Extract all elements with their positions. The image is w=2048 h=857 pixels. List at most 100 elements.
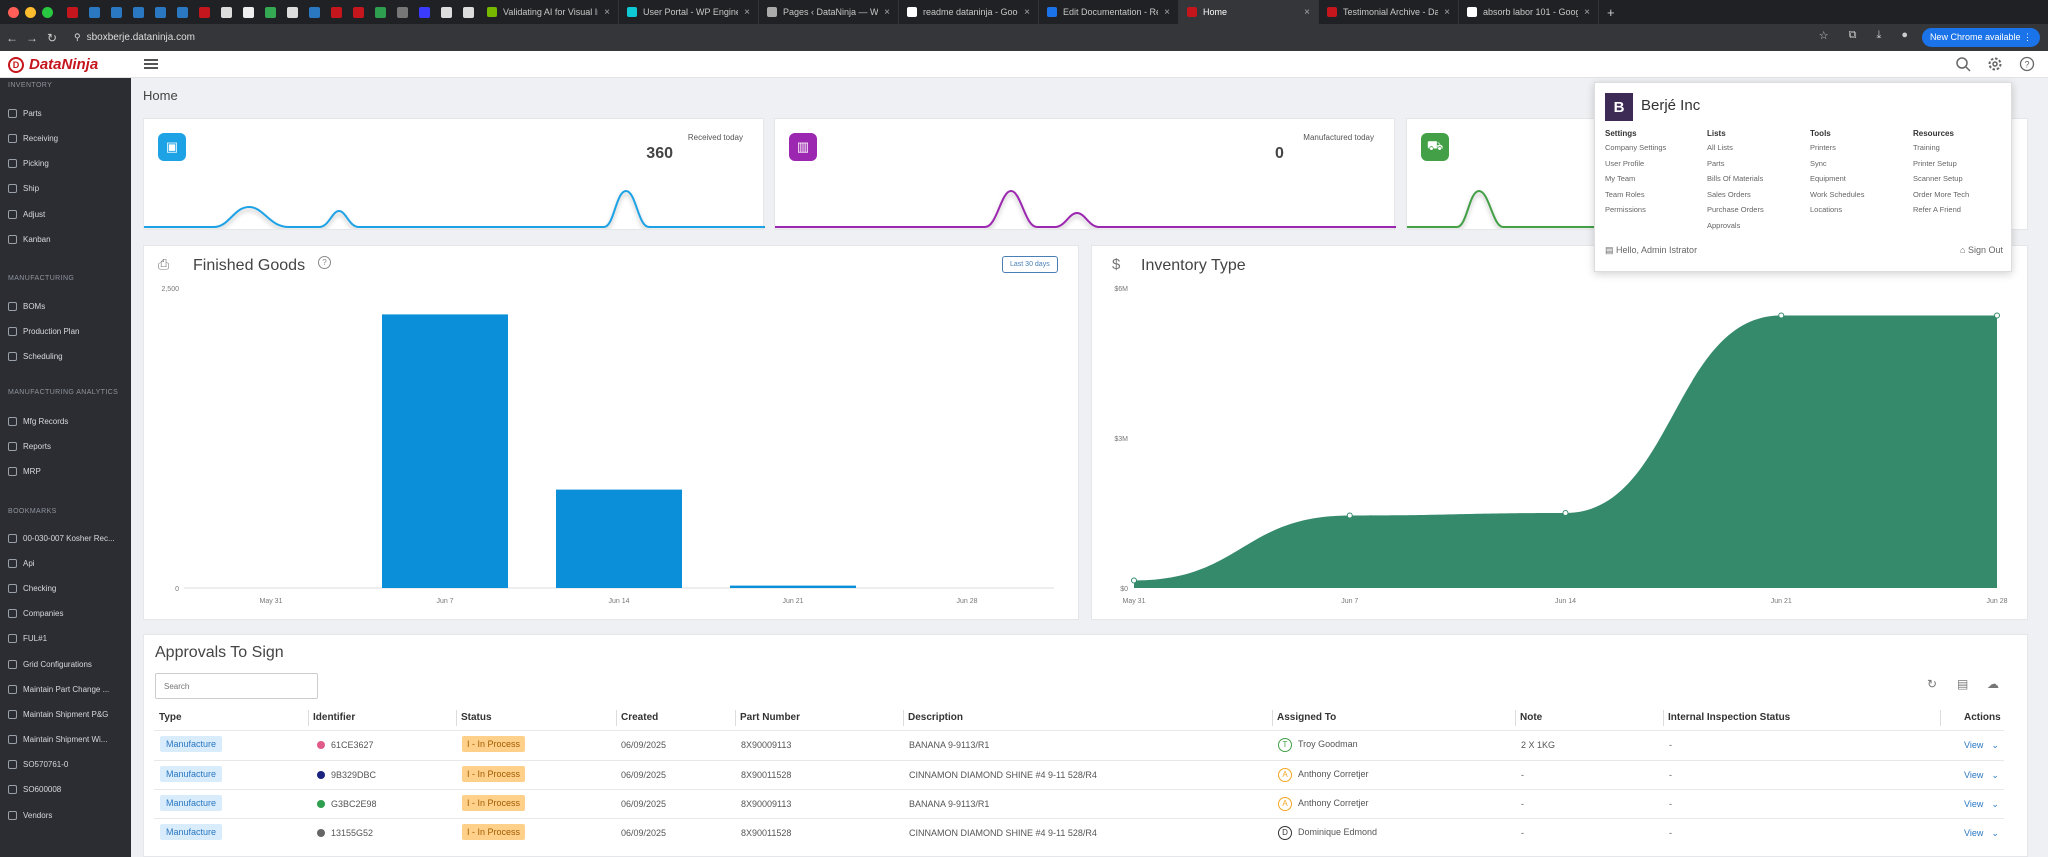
view-action-link[interactable]: View ⌄ [1964,740,1999,751]
pinned-tab[interactable] [457,0,479,24]
browser-tab[interactable]: Validating AI for Visual Inspec × [479,0,619,24]
dropdown-link[interactable]: Order More Tech [1913,189,1970,199]
dropdown-link[interactable]: Bills Of Materials [1707,174,1764,184]
hamburger-menu-icon[interactable] [144,57,158,71]
sidebar-item[interactable]: SO570761-0 [8,760,128,769]
bar-jun-7[interactable] [382,314,508,588]
profile-icon[interactable]: ● [1901,29,1908,41]
pinned-tab[interactable] [347,0,369,24]
sidebar-item[interactable]: Adjust [8,210,128,219]
data-point[interactable] [1346,512,1353,519]
data-point[interactable] [1131,577,1137,584]
chevron-down-icon[interactable]: ⌄ [1991,770,1999,780]
close-tab-icon[interactable]: × [1584,6,1590,18]
dropdown-link[interactable]: User Profile [1605,158,1645,168]
column-header[interactable]: Assigned To [1277,712,1337,723]
site-info-icon[interactable]: ⚲ [74,32,81,42]
maximize-window-button[interactable] [42,6,53,18]
forward-button[interactable]: → [26,30,38,45]
pinned-tab[interactable] [127,0,149,24]
sidebar-item[interactable]: 00-030-007 Kosher Rec... [8,534,128,543]
browser-tab[interactable]: Testimonial Archive - DataNi × [1319,0,1459,24]
dropdown-link[interactable]: Refer A Friend [1913,205,1961,215]
view-action-link[interactable]: View ⌄ [1964,799,1999,810]
sidebar-item[interactable]: Receiving [8,134,128,143]
sidebar-item[interactable]: FUL#1 [8,634,128,643]
browser-tab[interactable]: User Portal - WP Engine × [619,0,759,24]
chevron-down-icon[interactable]: ⌄ [1991,799,1999,809]
column-header[interactable]: Internal Inspection Status [1668,712,1791,723]
dropdown-link[interactable]: Training [1913,143,1940,152]
url-field[interactable]: ⚲ sboxberje.dataninja.com [74,32,195,43]
sidebar-item[interactable]: BOMs [8,302,128,311]
sidebar-item[interactable]: Companies [8,609,128,618]
sidebar-item[interactable]: Production Plan [8,327,128,336]
pinned-tab[interactable] [259,0,281,24]
pinned-tab[interactable] [193,0,215,24]
sidebar-item[interactable]: MRP [8,467,128,476]
download-icon[interactable]: ⤓ [1876,29,1882,41]
pinned-tab[interactable] [237,0,259,24]
close-tab-icon[interactable]: × [604,6,610,18]
bar-jun-21[interactable] [730,585,856,588]
dropdown-link[interactable]: Sync [1810,158,1827,168]
view-action-link[interactable]: View ⌄ [1964,828,1999,839]
sidebar-item[interactable]: Kanban [8,235,128,244]
close-tab-icon[interactable]: × [884,6,890,18]
dropdown-link[interactable]: All Lists [1707,143,1733,152]
export-csv-icon[interactable]: ▤ [1957,677,1969,691]
gear-icon[interactable] [1986,55,2004,73]
pinned-tab[interactable] [61,0,83,24]
dropdown-link[interactable]: Sales Orders [1707,189,1751,199]
column-header[interactable]: Type [159,712,182,723]
column-header[interactable]: Part Number [740,712,801,723]
pinned-tab[interactable] [105,0,127,24]
column-header[interactable]: Actions [1964,712,2001,723]
sidebar-item[interactable]: Maintain Part Change ... [8,685,128,694]
dropdown-link[interactable]: Company Settings [1605,143,1667,152]
chevron-down-icon[interactable]: ⌄ [1991,828,1999,838]
close-window-button[interactable] [8,6,19,18]
sidebar-item[interactable]: Grid Configurations [8,660,128,669]
dropdown-link[interactable]: Parts [1707,158,1725,168]
dropdown-link[interactable]: Printer Setup [1913,158,1957,168]
pinned-tab[interactable] [413,0,435,24]
extensions-icon[interactable]: ⧉ [1848,29,1857,41]
sidebar-item[interactable]: SO600008 [8,785,128,794]
dropdown-link[interactable]: Printers [1810,143,1836,152]
dropdown-link[interactable]: Equipment [1810,174,1846,184]
pinned-tab[interactable] [435,0,457,24]
close-tab-icon[interactable]: × [744,6,750,18]
table-row[interactable]: Manufacture 13155G52 I - In Process 06/09/2… [154,818,2004,847]
pinned-tab[interactable] [325,0,347,24]
help-icon[interactable]: ? [2018,55,2036,73]
sidebar-item[interactable]: Api [8,559,128,568]
approvals-search-input[interactable] [155,673,318,699]
search-icon[interactable] [1954,55,1972,73]
last-30-days-button[interactable]: Last 30 days [1002,256,1058,273]
table-row[interactable]: Manufacture G3BC2E98 I - In Process 06/09/2… [154,789,2004,818]
dropdown-link[interactable]: Team Roles [1605,189,1645,199]
dropdown-link[interactable]: Approvals [1707,220,1741,230]
data-point[interactable] [1994,312,2000,319]
data-point[interactable] [1562,510,1569,516]
sidebar-item[interactable]: Maintain Shipment Wi... [8,735,128,744]
sidebar-item[interactable]: Maintain Shipment P&G [8,710,128,719]
pinned-tab[interactable] [215,0,237,24]
pinned-tab[interactable] [391,0,413,24]
browser-tab[interactable]: absorb labor 101 - Google Se × [1459,0,1599,24]
sidebar-item[interactable]: Ship [8,184,128,193]
pinned-tab[interactable] [83,0,105,24]
back-button[interactable]: ← [6,30,18,45]
column-header[interactable]: Status [461,712,492,723]
column-header[interactable]: Description [908,712,964,723]
cloud-download-icon[interactable]: ☁ [1987,677,1999,691]
sidebar-item[interactable]: Scheduling [8,352,128,361]
table-row[interactable]: Manufacture 9B329DBC I - In Process 06/09/2… [154,760,2004,789]
pinned-tab[interactable] [149,0,171,24]
browser-tab[interactable]: readme dataninja - Google Se × [899,0,1039,24]
view-action-link[interactable]: View ⌄ [1964,770,1999,781]
new-chrome-available-button[interactable]: New Chrome available ⋮ [1921,28,2040,47]
chevron-down-icon[interactable]: ⌄ [1991,740,1999,750]
sidebar-item[interactable]: Checking [8,584,128,593]
